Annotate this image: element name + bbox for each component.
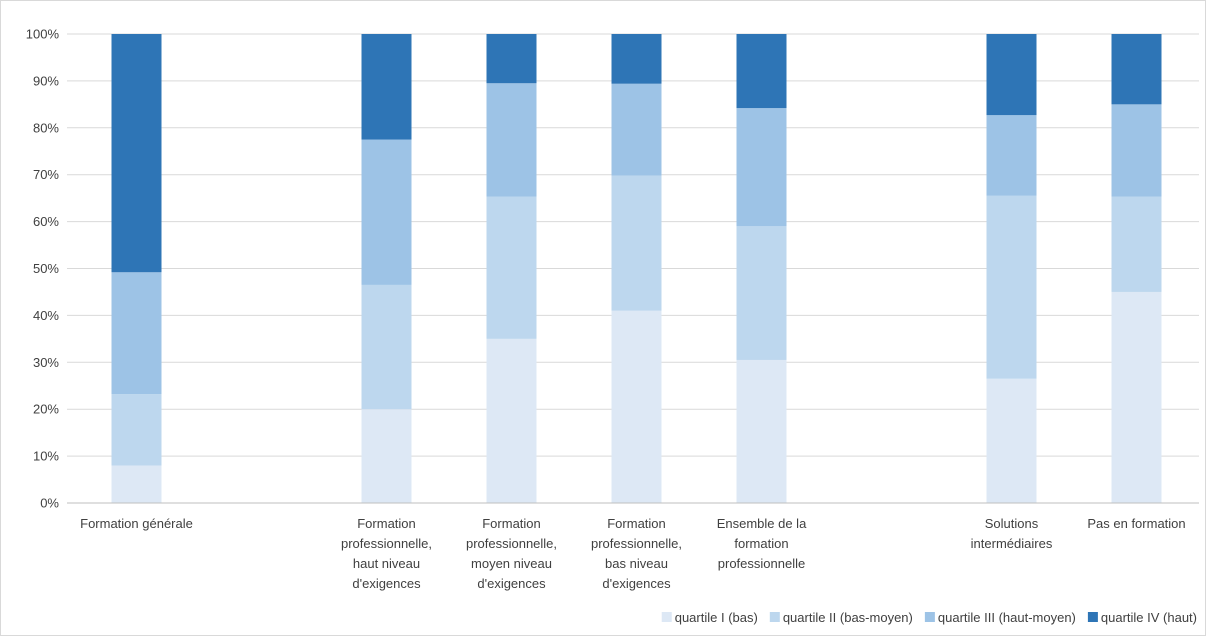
x-category-label-line: moyen niveau (471, 556, 552, 571)
x-category-label-line: professionnelle, (466, 536, 557, 551)
bar-segment (1111, 104, 1162, 197)
x-category-label: Ensemble de la formation professionnelle (717, 516, 807, 571)
legend-label: quartile III (haut-moyen) (938, 610, 1076, 625)
bar-stack (1111, 34, 1162, 503)
legend-label: quartile II (bas-moyen) (783, 610, 913, 625)
legend-swatch (1087, 612, 1098, 622)
bar-segment (986, 378, 1037, 503)
bar-segment (486, 83, 537, 197)
x-category-label-line: Ensemble de la (717, 516, 807, 531)
y-tick-label: 100% (26, 27, 60, 42)
bar-stack (361, 34, 412, 503)
bar-segment (486, 196, 537, 339)
x-category-label-line: Formation générale (80, 516, 193, 531)
bar-segment (111, 394, 162, 466)
bar-segment (486, 34, 537, 84)
bar-segment (111, 465, 162, 503)
x-category-label: Formation professionnelle, moyen niveau d'e… (466, 516, 557, 591)
y-tick-label: 90% (33, 73, 59, 88)
x-category-label-line: formation (734, 536, 788, 551)
y-tick-label: 20% (33, 402, 59, 417)
x-category-label-line: Pas en formation (1087, 516, 1185, 531)
bar-segment (611, 175, 662, 311)
y-tick-label: 50% (33, 261, 59, 276)
bar-segment (611, 34, 662, 84)
bar-segment (486, 338, 537, 503)
x-category-label: Formation générale (80, 516, 193, 531)
x-category-label-line: d'exigences (602, 576, 671, 591)
bar-stack (111, 34, 162, 503)
x-category-label-line: professionnelle, (341, 536, 432, 551)
bar-segment (361, 139, 412, 285)
x-category-label-line: haut niveau (353, 556, 420, 571)
legend-item: quartile I (bas) (661, 610, 758, 625)
x-category-label-line: intermédiaires (971, 536, 1053, 551)
x-category-label: Solutions intermédiaires (971, 516, 1053, 551)
bars (111, 34, 1162, 503)
bar-segment (986, 34, 1037, 116)
bar-segment (111, 34, 162, 273)
legend-label: quartile IV (haut) (1101, 610, 1197, 625)
y-tick-label: 10% (33, 449, 59, 464)
x-category-label-line: Solutions (985, 516, 1039, 531)
x-category-label: Formation professionnelle, bas niveau d'exi… (591, 516, 682, 591)
x-category-label: Formation professionnelle, haut niveau d'ex… (341, 516, 432, 591)
y-tick-label: 80% (33, 120, 59, 135)
x-category-label-line: d'exigences (352, 576, 421, 591)
x-category-label-line: Formation (607, 516, 666, 531)
legend-item: quartile IV (haut) (1087, 610, 1197, 625)
bar-segment (361, 34, 412, 140)
legend-item: quartile III (haut-moyen) (924, 610, 1076, 625)
x-category-label: Pas en formation (1087, 516, 1185, 531)
bar-segment (736, 226, 787, 360)
x-category-label-line: professionnelle (718, 556, 805, 571)
bar-segment (986, 115, 1037, 196)
legend-label: quartile I (bas) (675, 610, 758, 625)
y-tick-label: 30% (33, 355, 59, 370)
bar-stack (611, 34, 662, 503)
bar-segment (736, 108, 787, 227)
x-category-label-line: bas niveau (605, 556, 668, 571)
legend-swatch (769, 612, 780, 622)
legend: quartile I (bas) quartile II (bas-moyen) q… (661, 610, 1197, 625)
bar-segment (611, 83, 662, 176)
x-axis-category-labels: Formation générale Formation professionnel… (80, 516, 1186, 591)
bar-stack (736, 34, 787, 503)
legend-swatch (924, 612, 935, 622)
bar-segment (1111, 291, 1162, 503)
bar-segment (1111, 196, 1162, 292)
y-tick-label: 70% (33, 167, 59, 182)
y-axis-ticks: 0% 10% 20% 30% 40% 50% 60% 70% 80% 90% 100% (26, 27, 60, 511)
x-category-label-line: Formation (482, 516, 541, 531)
bar-segment (361, 409, 412, 503)
x-category-label-line: professionnelle, (591, 536, 682, 551)
y-tick-label: 40% (33, 308, 59, 323)
bar-segment (736, 34, 787, 109)
bar-stack (486, 34, 537, 503)
x-category-label-line: d'exigences (477, 576, 546, 591)
bar-stack (986, 34, 1037, 503)
bar-segment (361, 284, 412, 410)
legend-item: quartile II (bas-moyen) (769, 610, 913, 625)
legend-swatch (661, 612, 672, 622)
bar-segment (111, 272, 162, 395)
bar-segment (736, 359, 787, 503)
y-tick-label: 0% (40, 496, 59, 511)
y-tick-label: 60% (33, 214, 59, 229)
x-category-label-line: Formation (357, 516, 416, 531)
bar-segment (1111, 34, 1162, 105)
bar-segment (611, 310, 662, 503)
bar-segment (986, 195, 1037, 379)
